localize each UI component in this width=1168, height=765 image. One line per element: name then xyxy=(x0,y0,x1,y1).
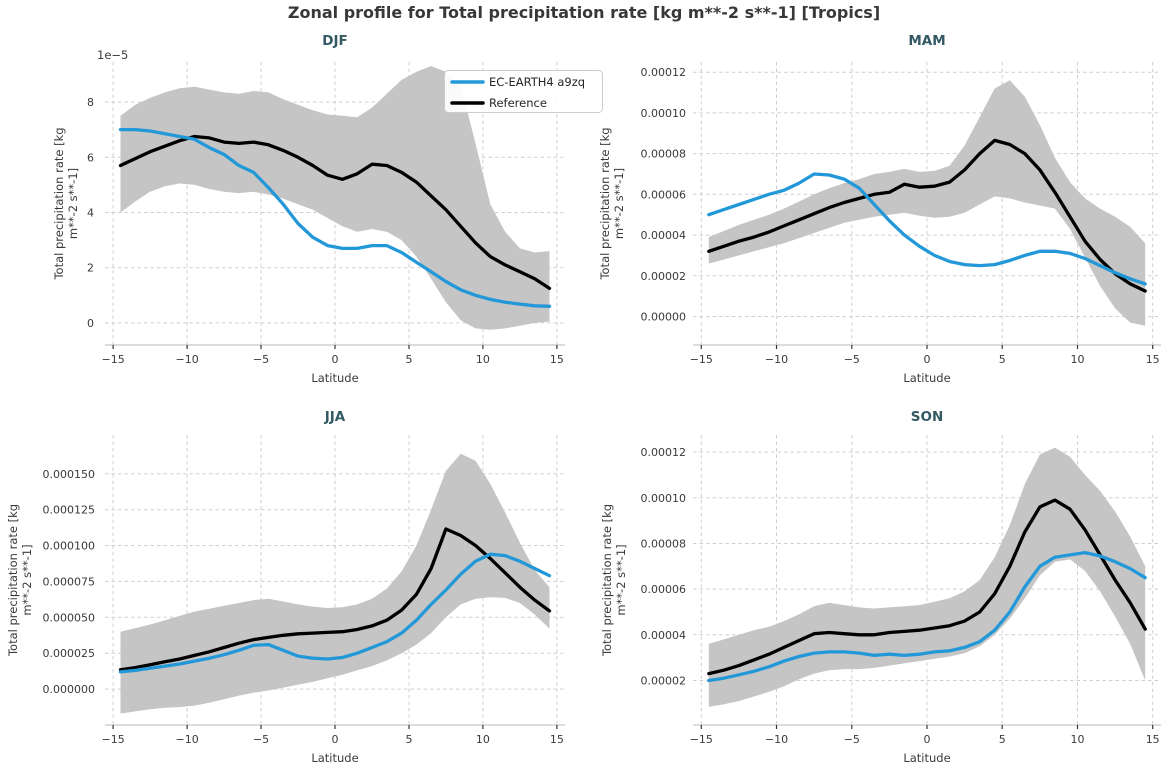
x-tick-label: 5 xyxy=(999,733,1006,746)
y-tick-label: 0.00004 xyxy=(641,229,687,242)
y-axis-label: m**-2 s**-1] xyxy=(20,544,34,615)
x-tick-label: 15 xyxy=(550,353,564,366)
x-tick-label: 0 xyxy=(332,353,339,366)
x-tick-label: −15 xyxy=(101,353,124,366)
y-tick-label: 0.000150 xyxy=(43,468,96,481)
y-tick-label: 0.000125 xyxy=(43,504,96,517)
panel-mam: −15 −10 −5 0 5 10 15 0.00000 0.00002 0.00004 0.000… xyxy=(598,33,1161,385)
x-tick-label: −5 xyxy=(253,353,269,366)
x-tick-label: 15 xyxy=(1146,353,1160,366)
y-axis-label: m**-2 s**-1] xyxy=(612,168,626,239)
panel-djf: −15 −10 −5 0 5 10 15 0 2 4 6 8 DJF Latitude Total prec… xyxy=(52,33,603,385)
x-tick-label: −5 xyxy=(844,733,860,746)
x-tick-label: 15 xyxy=(550,733,564,746)
y-axis-label: Total precipitation rate [kg xyxy=(52,127,66,280)
x-tick-label: 0 xyxy=(332,733,339,746)
uncertainty-band xyxy=(708,447,1146,707)
legend: EC-EARTH4 a9zq Reference xyxy=(444,70,603,113)
x-tick-label: 0 xyxy=(924,733,931,746)
y-tick-label: 0.00004 xyxy=(641,629,687,642)
y-tick-label: 0.00000 xyxy=(641,311,687,324)
panel-title: JJA xyxy=(324,409,346,425)
model-line xyxy=(118,127,552,308)
y-tick-label: 0.000100 xyxy=(43,540,96,553)
x-tick-label: 10 xyxy=(476,353,490,366)
panel-title: SON xyxy=(911,409,944,425)
x-axis-label: Latitude xyxy=(311,751,358,765)
y-tick-label: 0.000075 xyxy=(43,575,96,588)
legend-label: EC-EARTH4 a9zq xyxy=(489,75,585,89)
x-tick-label: 10 xyxy=(476,733,490,746)
y-axis-label: m**-2 s**-1] xyxy=(614,544,628,615)
x-tick-label: 10 xyxy=(1071,353,1085,366)
y-tick-label: 0.00008 xyxy=(641,538,687,551)
x-axis-label: Latitude xyxy=(311,371,358,385)
x-tick-label: 5 xyxy=(999,353,1006,366)
x-tick-label: −10 xyxy=(765,353,788,366)
x-tick-label: −5 xyxy=(844,353,860,366)
y-tick-label: 0.00002 xyxy=(641,270,687,283)
uncertainty-band xyxy=(120,66,550,330)
x-tick-label: 15 xyxy=(1146,733,1160,746)
y-tick-label: 4 xyxy=(87,207,94,220)
x-tick-label: −15 xyxy=(690,733,713,746)
panel-title: MAM xyxy=(908,33,945,49)
figure-title: Zonal profile for Total precipitation ra… xyxy=(287,3,881,22)
y-axis-label: m**-2 s**-1] xyxy=(66,168,80,239)
panel-son: −15 −10 −5 0 5 10 15 0.00002 0.00004 0.00006 0.000… xyxy=(600,409,1161,765)
y-tick-label: 2 xyxy=(87,262,94,275)
reference-line xyxy=(118,527,552,672)
x-tick-label: 0 xyxy=(924,353,931,366)
y-tick-label: 0.000025 xyxy=(43,647,96,660)
y-axis-label: Total precipitation rate [kg xyxy=(600,504,614,657)
x-tick-label: 5 xyxy=(406,353,413,366)
y-axis-label: Total precipitation rate [kg xyxy=(6,504,20,657)
x-tick-label: −15 xyxy=(690,353,713,366)
x-axis-label: Latitude xyxy=(903,371,950,385)
y-tick-label: 0.00012 xyxy=(641,66,687,79)
x-tick-label: −10 xyxy=(175,353,198,366)
x-tick-label: −10 xyxy=(175,733,198,746)
y-tick-label: 0 xyxy=(87,317,94,330)
y-axis-label: Total precipitation rate [kg xyxy=(598,127,612,280)
reference-line xyxy=(707,138,1147,293)
y-tick-label: 0.000050 xyxy=(43,611,96,624)
uncertainty-band xyxy=(708,80,1146,326)
legend-label: Reference xyxy=(489,96,547,110)
x-axis-label: Latitude xyxy=(903,751,950,765)
panel-title: DJF xyxy=(322,33,347,49)
y-tick-label: 0.000000 xyxy=(43,683,96,696)
y-tick-label: 8 xyxy=(87,96,94,109)
model-line xyxy=(707,550,1147,683)
x-tick-label: −15 xyxy=(101,733,124,746)
x-tick-label: −10 xyxy=(765,733,788,746)
y-tick-label: 0.00008 xyxy=(641,148,687,161)
panel-jja: −15 −10 −5 0 5 10 15 0.000000 0.000025 0.000050 0.… xyxy=(6,409,565,765)
y-tick-label: 0.00006 xyxy=(641,583,687,596)
y-tick-label: 0.00010 xyxy=(641,492,687,505)
model-line xyxy=(118,552,552,674)
x-tick-label: 10 xyxy=(1071,733,1085,746)
reference-line xyxy=(707,498,1147,676)
y-tick-label: 6 xyxy=(87,151,94,164)
model-line xyxy=(707,172,1147,286)
y-tick-label: 0.00010 xyxy=(641,107,687,120)
y-tick-label: 0.00006 xyxy=(641,188,687,201)
x-tick-label: 5 xyxy=(406,733,413,746)
uncertainty-band xyxy=(120,453,550,714)
y-axis-offset: 1e−5 xyxy=(97,48,128,62)
y-tick-label: 0.00012 xyxy=(641,446,687,459)
x-tick-label: −5 xyxy=(253,733,269,746)
y-tick-label: 0.00002 xyxy=(641,675,687,688)
